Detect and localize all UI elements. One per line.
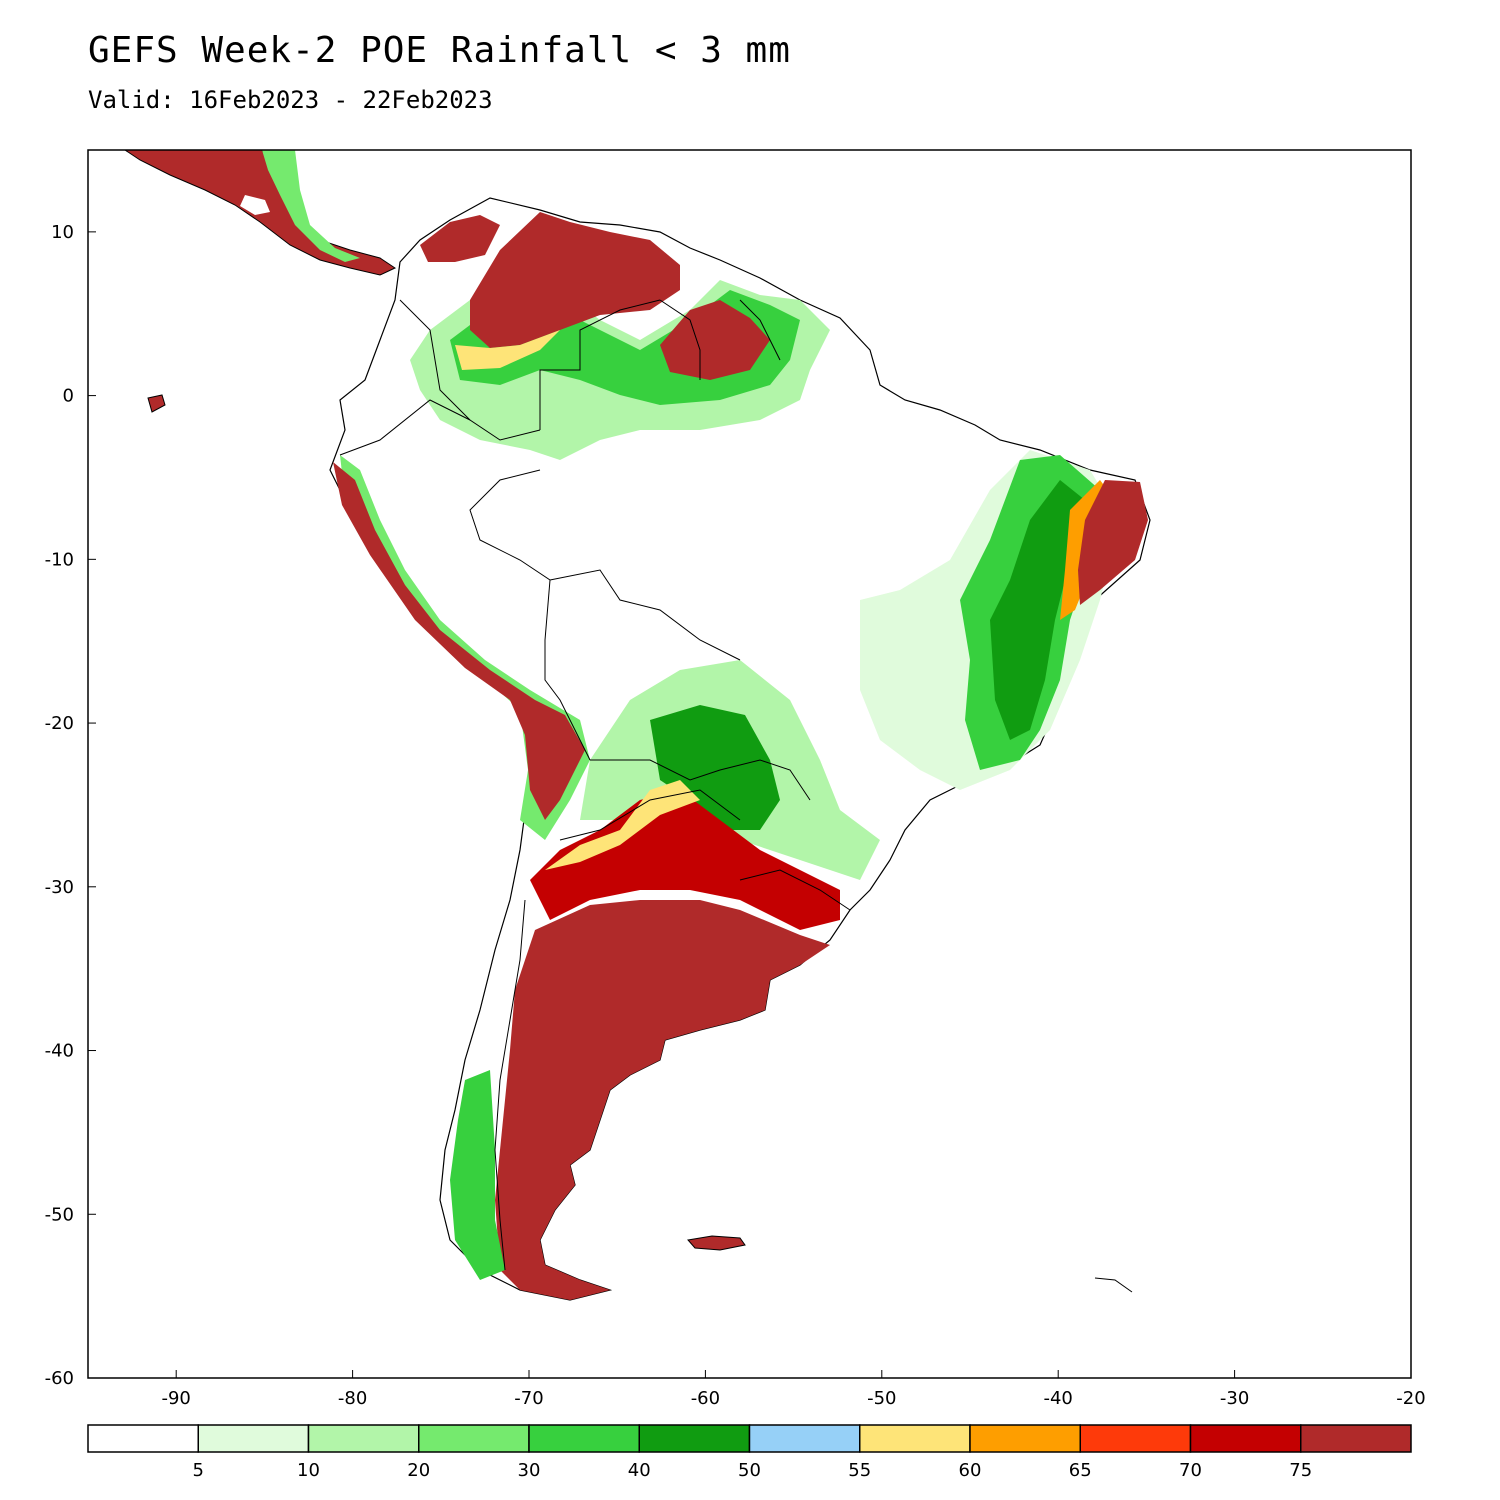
colorbar-swatch [197, 1424, 310, 1453]
lon-tick-label: -50 [867, 1388, 896, 1409]
colorbar-swatch [1189, 1424, 1302, 1453]
lon-tick-label: -70 [514, 1388, 543, 1409]
colorbar-label: 50 [738, 1460, 761, 1481]
east-brazil-high-prob [1078, 480, 1148, 605]
colorbar-label: 20 [407, 1460, 430, 1481]
lat-tick-label: -10 [45, 549, 74, 570]
colorbar-label: 40 [628, 1460, 651, 1481]
paraguay-dark-green [650, 705, 780, 830]
west-coast-high-prob [333, 462, 585, 820]
colorbar-swatch [528, 1424, 640, 1453]
colorbar-swatch [307, 1424, 420, 1453]
colorbar: 5 10 20 30 40 50 55 60 65 70 75 [87, 1424, 1412, 1481]
south-georgia [1094, 1277, 1133, 1293]
east-brazil-dark-green [990, 480, 1085, 740]
colorbar-label: 65 [1069, 1460, 1092, 1481]
lat-tick-label: 0 [63, 386, 74, 407]
lat-tick-label: 10 [51, 222, 74, 243]
map-subtitle: Valid: 16Feb2023 - 22Feb2023 [88, 86, 493, 114]
colorbar-label: 70 [1179, 1460, 1202, 1481]
latitude-axis: 10 0 -10 -20 -30 -40 -50 -60 [45, 222, 96, 1389]
plot-frame [87, 149, 1412, 1379]
central-america-white [240, 195, 270, 215]
colorbar-label: 5 [193, 1460, 204, 1481]
colorbar-swatch [1079, 1424, 1192, 1453]
lon-tick-label: -80 [338, 1388, 367, 1409]
lon-tick-label: -30 [1220, 1388, 1249, 1409]
argentina-north-yellow [545, 780, 700, 870]
longitude-axis: -90 -80 -70 -60 -50 -40 -30 -20 [161, 1370, 1426, 1409]
lon-tick-label: -60 [691, 1388, 720, 1409]
colorbar-swatch [969, 1424, 1081, 1453]
falkland-islands [687, 1235, 746, 1251]
colorbar-label: 55 [848, 1460, 871, 1481]
colorbar-swatch [87, 1424, 199, 1453]
central-america-green [262, 150, 360, 262]
venezuela-high-prob [470, 212, 680, 348]
country-borders [339, 299, 851, 1271]
colorbar-swatch [859, 1424, 971, 1453]
guyana-high-prob [660, 300, 770, 380]
map-plot-area [124, 150, 1151, 1301]
colorbar-swatch [1300, 1424, 1412, 1453]
colorbar-swatch [748, 1424, 861, 1453]
colorbar-swatch [638, 1424, 751, 1453]
colorbar-label: 60 [959, 1460, 982, 1481]
argentina-high-prob [495, 900, 830, 1300]
map-title: GEFS Week-2 POE Rainfall < 3 mm [88, 30, 791, 71]
chile-south-green [450, 1070, 505, 1280]
lat-tick-label: -30 [45, 877, 74, 898]
colorbar-label: 75 [1289, 1460, 1312, 1481]
lat-tick-label: -60 [45, 1368, 74, 1389]
north-yellow-edge [455, 330, 560, 370]
galapagos-islands [147, 394, 166, 413]
lon-tick-label: -20 [1396, 1388, 1425, 1409]
lon-tick-label: -90 [161, 1388, 190, 1409]
colorbar-swatch [418, 1424, 530, 1453]
colorbar-label: 10 [297, 1460, 320, 1481]
caribbean-coast-high-prob [420, 215, 500, 262]
lat-tick-label: -20 [45, 713, 74, 734]
colorbar-label: 30 [518, 1460, 541, 1481]
lon-tick-label: -40 [1043, 1388, 1072, 1409]
lat-tick-label: -50 [45, 1204, 74, 1225]
lat-tick-label: -40 [45, 1041, 74, 1062]
